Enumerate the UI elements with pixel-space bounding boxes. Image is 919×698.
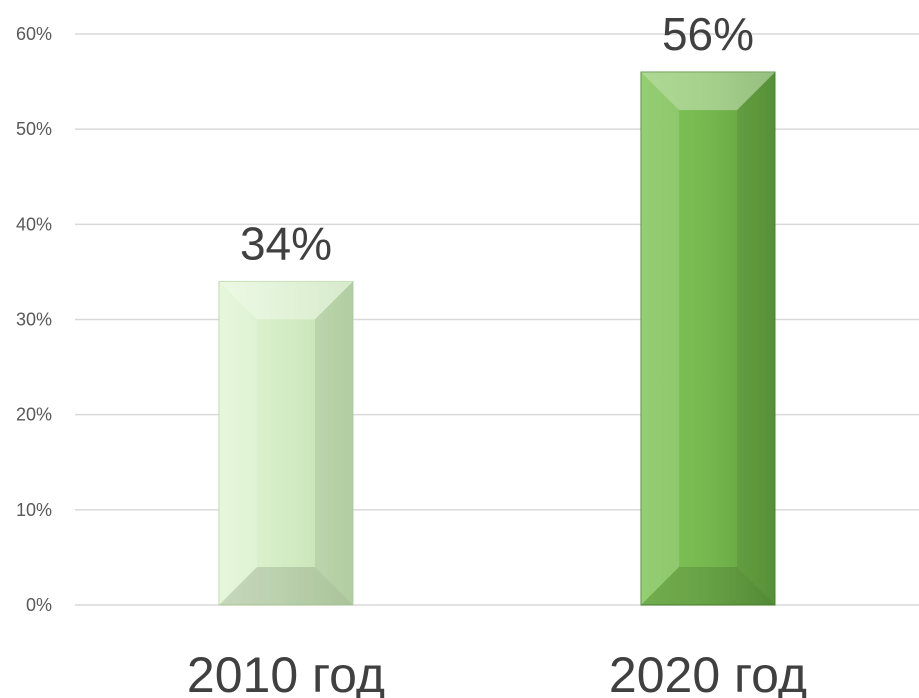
bar-body [640, 71, 776, 606]
bar-bevel-top [641, 72, 775, 111]
bar-bevel-right [315, 281, 353, 605]
y-tick-label: 20% [16, 405, 52, 425]
y-tick-label: 40% [16, 214, 52, 234]
data-labels: 34% 56% [240, 8, 754, 269]
bar-bevel-right [737, 72, 775, 606]
bar-bevel-top [219, 281, 353, 320]
bar-bevel-left [219, 281, 257, 605]
bar-1 [218, 280, 354, 606]
x-category-label: 2010 год [187, 647, 385, 698]
bar-bevel-bottom [219, 567, 353, 605]
data-label: 56% [662, 8, 754, 60]
y-tick-label: 60% [16, 24, 52, 44]
x-category-label: 2020 год [609, 647, 807, 698]
gridlines [75, 33, 919, 606]
bar-body [218, 280, 354, 606]
bar-2 [640, 71, 776, 606]
y-tick-label: 10% [16, 500, 52, 520]
x-axis-category-labels: 2010 год 2020 год [187, 647, 807, 698]
y-axis-tick-labels: 0% 10% 20% 30% 40% 50% 60% [16, 24, 52, 615]
y-tick-label: 50% [16, 119, 52, 139]
bar-bevel-left [641, 72, 679, 606]
y-tick-label: 0% [26, 595, 52, 615]
data-label: 34% [240, 217, 332, 269]
y-tick-label: 30% [16, 310, 52, 330]
bar-bevel-bottom [641, 567, 775, 605]
bars [218, 71, 776, 606]
